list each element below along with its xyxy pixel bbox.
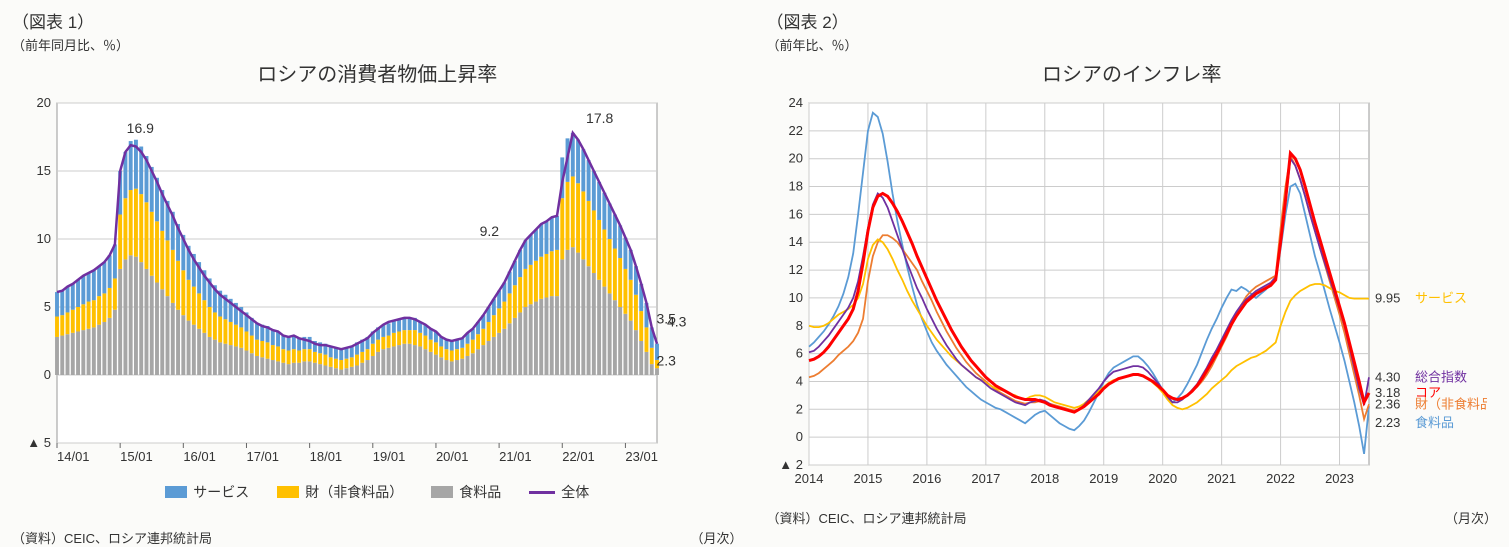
svg-text:9.95: 9.95	[1375, 291, 1400, 306]
svg-text:14/01: 14/01	[57, 449, 90, 464]
svg-text:22: 22	[788, 123, 802, 138]
svg-text:17/01: 17/01	[246, 449, 279, 464]
svg-text:4.3: 4.3	[667, 314, 687, 330]
svg-text:17.8: 17.8	[586, 110, 613, 126]
svg-text:2018: 2018	[1030, 471, 1059, 486]
chart1-yaxis-label: （前年同月比、％）	[12, 35, 743, 54]
svg-text:2: 2	[795, 401, 802, 416]
svg-text:15: 15	[37, 163, 51, 178]
legend-goods: 財（非食料品）	[277, 482, 403, 502]
svg-text:2.3: 2.3	[656, 353, 676, 369]
chart2-plot-wrap: ▲ 20246810121416182022242014201520162017…	[767, 93, 1498, 498]
svg-text:19/01: 19/01	[373, 449, 406, 464]
svg-text:2022: 2022	[1266, 471, 1295, 486]
svg-text:2021: 2021	[1207, 471, 1236, 486]
svg-text:10: 10	[37, 231, 51, 246]
svg-text:2.23: 2.23	[1375, 415, 1400, 430]
svg-text:14: 14	[788, 234, 802, 249]
chart1-svg: ▲ 5 0 5 10 15 20 14/01 15/01 16/01 17/01 18/01 19/0…	[12, 93, 712, 473]
svg-text:▲ 2: ▲ 2	[779, 457, 803, 472]
svg-text:22/01: 22/01	[562, 449, 595, 464]
chart2-svg: ▲ 20246810121416182022242014201520162017…	[767, 93, 1487, 493]
svg-text:▲ 5: ▲ 5	[27, 435, 51, 450]
svg-text:23/01: 23/01	[625, 449, 658, 464]
svg-text:10: 10	[788, 290, 802, 305]
chart1-legend: サービス 財（非食料品） 食料品 全体	[12, 482, 743, 502]
svg-text:9.2: 9.2	[480, 223, 500, 239]
svg-text:総合指数: 総合指数	[1415, 369, 1467, 384]
svg-text:16/01: 16/01	[183, 449, 216, 464]
svg-text:16.9: 16.9	[127, 120, 154, 136]
svg-text:4.30: 4.30	[1375, 369, 1400, 384]
svg-text:2020: 2020	[1148, 471, 1177, 486]
chart1-fig-label: （図表 1）	[12, 8, 743, 33]
svg-text:0: 0	[795, 429, 802, 444]
chart1-plot-wrap: ▲ 5 0 5 10 15 20 14/01 15/01 16/01 17/01 18/01 19/0…	[12, 93, 743, 478]
svg-text:5: 5	[44, 299, 51, 314]
legend-food: 食料品	[431, 482, 501, 502]
svg-text:2023: 2023	[1325, 471, 1354, 486]
svg-text:サービス: サービス	[1415, 291, 1467, 306]
svg-text:2017: 2017	[971, 471, 1000, 486]
chart1-xfreq: （月次）	[690, 528, 742, 547]
chart2-title: ロシアのインフレ率	[767, 58, 1498, 87]
svg-text:2019: 2019	[1089, 471, 1118, 486]
legend-services: サービス	[165, 482, 249, 502]
chart2-source: （資料）CEIC、ロシア連邦統計局	[767, 508, 967, 527]
svg-text:食料品: 食料品	[1415, 415, 1454, 430]
chart1-title: ロシアの消費者物価上昇率	[12, 58, 743, 87]
svg-text:8: 8	[795, 318, 802, 333]
svg-text:6: 6	[795, 346, 802, 361]
chart1-panel: （図表 1） （前年同月比、％） ロシアの消費者物価上昇率 ▲ 5 0 5 10 15 2…	[0, 0, 755, 537]
svg-text:18/01: 18/01	[310, 449, 343, 464]
chart2-fig-label: （図表 2）	[767, 8, 1498, 33]
svg-text:20: 20	[788, 151, 802, 166]
svg-text:財（非食料品）: 財（非食料品）	[1415, 396, 1487, 411]
svg-text:2014: 2014	[794, 471, 823, 486]
svg-text:12: 12	[788, 262, 802, 277]
svg-text:4: 4	[795, 373, 802, 388]
svg-text:20: 20	[37, 95, 51, 110]
svg-text:15/01: 15/01	[120, 449, 153, 464]
chart2-panel: （図表 2） （前年比、％） ロシアのインフレ率 ▲ 2024681012141…	[755, 0, 1509, 537]
svg-text:20/01: 20/01	[436, 449, 469, 464]
svg-text:2015: 2015	[853, 471, 882, 486]
svg-text:16: 16	[788, 206, 802, 221]
chart1-source: （資料）CEIC、ロシア連邦統計局	[12, 528, 212, 547]
svg-text:24: 24	[788, 95, 802, 110]
svg-text:2016: 2016	[912, 471, 941, 486]
svg-text:21/01: 21/01	[499, 449, 532, 464]
svg-text:2.36: 2.36	[1375, 396, 1400, 411]
svg-text:18: 18	[788, 179, 802, 194]
chart2-yaxis-label: （前年比、％）	[767, 35, 1498, 54]
legend-overall: 全体	[529, 482, 589, 502]
chart2-xfreq: （月次）	[1445, 508, 1497, 527]
svg-text:0: 0	[44, 367, 51, 382]
